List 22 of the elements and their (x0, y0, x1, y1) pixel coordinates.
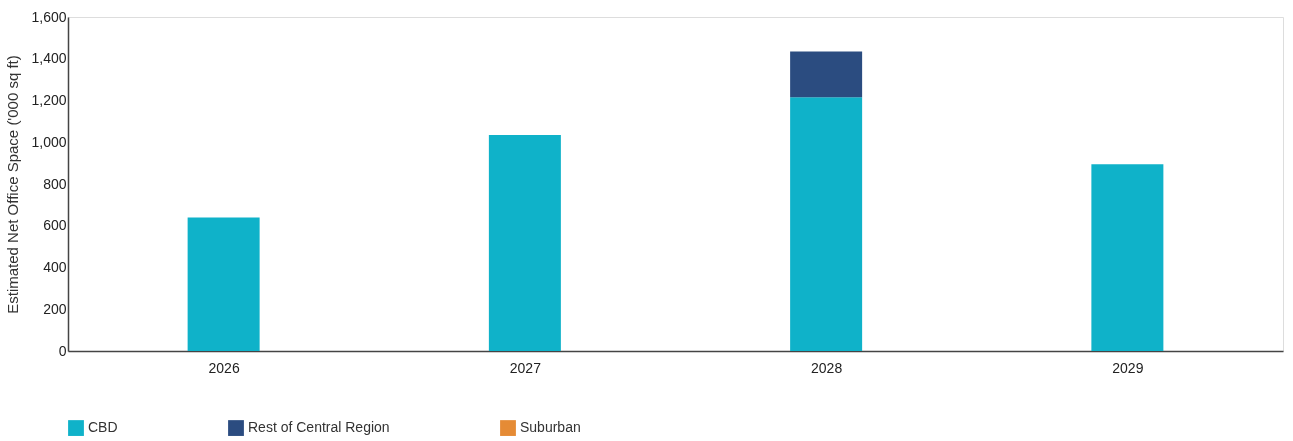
x-tick-label: 2029 (1112, 359, 1144, 376)
x-tick-label: 2028 (811, 359, 843, 376)
y-tick-label: 800 (43, 175, 67, 192)
y-tick-label: 200 (43, 300, 67, 317)
bar (488, 134, 561, 351)
x-tick-label: 2026 (208, 359, 240, 376)
bar (790, 51, 863, 98)
y-tick-label: 0 (58, 342, 67, 359)
y-axis-title: Estimated Net Office Space ('000 sq ft) (4, 55, 22, 314)
bar (790, 97, 863, 351)
y-tick-label: 1,000 (31, 133, 67, 150)
legend-label: Rest of Central Region (248, 419, 390, 436)
y-tick-label: 1,200 (31, 92, 67, 108)
y-tick-label: 1,600 (31, 8, 67, 25)
bar (1091, 164, 1164, 351)
legend-label: Suburban (520, 419, 581, 436)
y-tick-label: 600 (43, 217, 67, 234)
x-tick-label: 2027 (509, 359, 542, 376)
bar (187, 217, 260, 351)
legend-label: CBD (88, 419, 118, 436)
y-tick-label: 400 (43, 259, 67, 275)
y-tick-label: 1,400 (31, 50, 67, 67)
